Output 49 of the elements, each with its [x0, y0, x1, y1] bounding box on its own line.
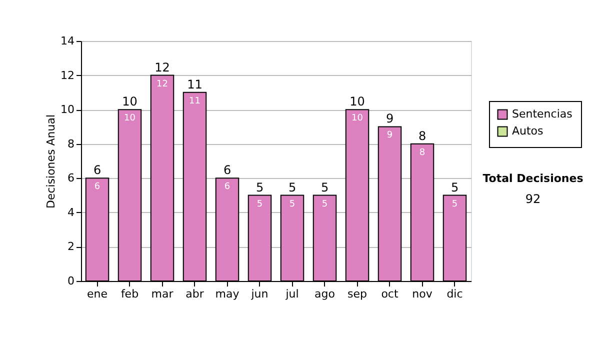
x-tick-label: abr: [186, 288, 204, 300]
total-label: 6: [223, 163, 232, 178]
legend-label: Autos: [512, 124, 544, 138]
total-label: 5: [320, 180, 329, 194]
data-label: 6: [94, 182, 100, 192]
x-tick-label: ene: [86, 288, 108, 300]
total-label: 5: [256, 180, 264, 194]
text: Total Decisiones: [482, 172, 584, 185]
x-tick-label: feb: [120, 288, 139, 300]
y-tick-label: 14: [60, 34, 74, 48]
x-tick-label: nov: [412, 288, 433, 300]
total-label: 9: [386, 112, 394, 126]
x-tick-label: may: [215, 288, 240, 300]
x-tick-label: sep: [348, 288, 368, 300]
total-label: 11: [187, 77, 202, 92]
legend-label: Sentencias: [512, 108, 573, 120]
y-tick-label: 12: [60, 68, 74, 82]
data-label: 8: [419, 148, 426, 158]
data-label: 5: [256, 199, 263, 210]
y-axis-title: Decisiones Anual: [44, 114, 58, 209]
y-tick-label: 2: [68, 240, 74, 254]
total-label: 8: [418, 128, 426, 143]
y-tick-label: 4: [68, 206, 74, 219]
text: 92: [525, 192, 541, 206]
x-tick-label: dic: [446, 288, 463, 300]
total-label: 5: [450, 180, 459, 194]
x-tick-label: mar: [151, 288, 174, 300]
data-label: 5: [289, 199, 296, 210]
data-label: 12: [156, 79, 168, 90]
x-tick-label: jul: [284, 288, 299, 300]
total-label: 6: [93, 163, 102, 178]
data-label: 10: [124, 114, 136, 124]
data-label: 9: [386, 130, 393, 141]
data-label: 5: [452, 199, 458, 210]
y-tick-label: 8: [68, 137, 74, 150]
total-label: 12: [154, 60, 170, 74]
data-label: 10: [352, 114, 364, 124]
total-label: 5: [288, 180, 296, 194]
data-label: 5: [322, 199, 328, 210]
x-tick-label: ago: [314, 288, 336, 300]
y-tick-label: 6: [68, 172, 74, 185]
x-tick-label: oct: [381, 288, 399, 300]
total-label: 10: [122, 94, 138, 109]
total-label: 10: [350, 94, 365, 109]
x-tick-label: jun: [250, 288, 268, 300]
data-label: 11: [189, 96, 200, 106]
y-tick-label: 0: [68, 274, 74, 288]
data-label: 6: [224, 182, 230, 192]
y-tick-label: 10: [60, 103, 74, 116]
